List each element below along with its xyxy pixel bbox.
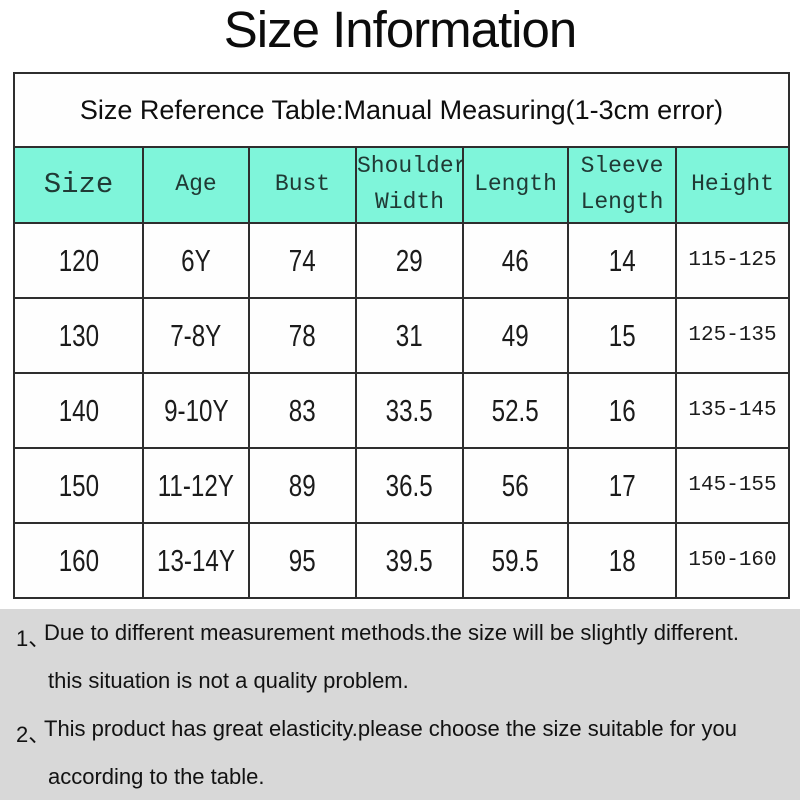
table-caption-row: Size Reference Table:Manual Measuring(1-… (12, 72, 791, 148)
cell-bust: 95 (248, 522, 357, 599)
note-2-line-2: according to the table. (48, 764, 265, 789)
column-header-bust: Bust (248, 146, 357, 224)
cell-size: 130 (13, 297, 144, 374)
note-2-line-1: This product has great elasticity.please… (44, 716, 737, 741)
cell-height: 150-160 (674, 522, 791, 599)
cell-sleeve-length: 16 (567, 372, 677, 449)
cell-age: 13-14Y (142, 522, 250, 599)
cell-height: 135-145 (674, 372, 791, 449)
column-header-age: Age (142, 146, 250, 224)
cell-bust: 74 (248, 222, 357, 299)
cell-age: 9-10Y (142, 372, 250, 449)
cell-bust: 89 (248, 447, 357, 524)
cell-size: 160 (13, 522, 144, 599)
cell-age: 6Y (142, 222, 250, 299)
note-item-1: 1、 Due to different measurement methods.… (16, 621, 784, 692)
column-header-size: Size (13, 146, 144, 224)
cell-sleeve-length: 18 (567, 522, 677, 599)
cell-bust: 78 (248, 297, 357, 374)
cell-height: 125-135 (674, 297, 791, 374)
cell-sleeve-length: 15 (567, 297, 677, 374)
table-row-size-120: 120 6Y 74 29 46 14 115-125 (13, 222, 791, 299)
cell-height: 115-125 (674, 222, 791, 299)
cell-size: 140 (13, 372, 144, 449)
note-1-marker: 1、 (16, 626, 51, 651)
note-1-line-2: this situation is not a quality problem. (48, 668, 409, 693)
page-title: Size Information (223, 1, 578, 58)
size-reference-table: Size Reference Table:Manual Measuring(1-… (12, 72, 791, 599)
column-header-shoulder-width: Shoulder Width (355, 146, 464, 224)
cell-shoulder-width: 31 (355, 297, 464, 374)
cell-shoulder-width: 36.5 (355, 447, 464, 524)
notes-section: 1、 Due to different measurement methods.… (0, 609, 800, 800)
table-row-size-160: 160 13-14Y 95 39.5 59.5 18 150-160 (13, 522, 791, 599)
note-2-marker: 2、 (16, 722, 51, 747)
cell-shoulder-width: 29 (355, 222, 464, 299)
table-row-size-130: 130 7-8Y 78 31 49 15 125-135 (13, 297, 791, 374)
cell-height: 145-155 (674, 447, 791, 524)
cell-length: 46 (462, 222, 569, 299)
table-row-size-150: 150 11-12Y 89 36.5 56 17 145-155 (13, 447, 791, 524)
cell-size: 120 (13, 222, 144, 299)
cell-length: 49 (462, 297, 569, 374)
cell-shoulder-width: 33.5 (355, 372, 464, 449)
column-header-length: Length (462, 146, 569, 224)
cell-length: 56 (462, 447, 569, 524)
note-1-line-1: Due to different measurement methods.the… (44, 620, 739, 645)
column-header-sleeve-length: Sleeve Length (567, 146, 677, 224)
table-header-row: Size Age Bust Shoulder Width Length Slee… (13, 146, 791, 224)
column-header-height: Height (674, 146, 791, 224)
cell-bust: 83 (248, 372, 357, 449)
cell-age: 11-12Y (142, 447, 250, 524)
cell-shoulder-width: 39.5 (355, 522, 464, 599)
table-caption: Size Reference Table:Manual Measuring(1-… (12, 72, 791, 148)
cell-length: 52.5 (462, 372, 569, 449)
cell-age: 7-8Y (142, 297, 250, 374)
cell-sleeve-length: 14 (567, 222, 677, 299)
cell-length: 59.5 (462, 522, 569, 599)
table-row-size-140: 140 9-10Y 83 33.5 52.5 16 135-145 (13, 372, 791, 449)
cell-sleeve-length: 17 (567, 447, 677, 524)
cell-size: 150 (13, 447, 144, 524)
note-item-2: 2、 This product has great elasticity.ple… (16, 717, 784, 788)
